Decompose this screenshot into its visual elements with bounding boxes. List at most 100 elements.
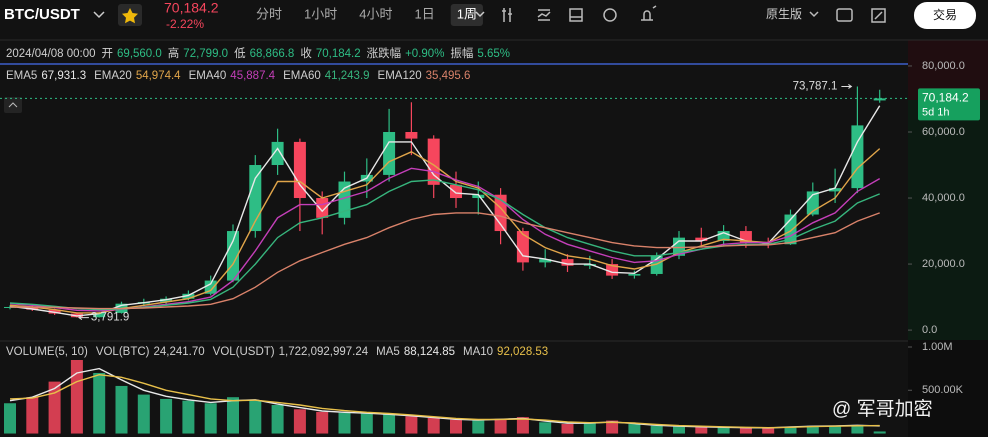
indicator-line <box>9 148 881 314</box>
symbol[interactable]: BTC/USDT <box>4 6 80 23</box>
interval-option[interactable]: 1日 <box>414 6 434 21</box>
candle-body <box>829 188 842 192</box>
watermark: @ 军哥加密 <box>832 398 933 420</box>
legend-name: MA5 <box>376 346 400 358</box>
info-value: 69,560.0 <box>117 48 162 60</box>
info-value: 72,799.0 <box>183 48 228 60</box>
y-tick-label: 40,000.0 <box>922 192 965 204</box>
candle-body <box>539 259 552 263</box>
volume-bar <box>628 424 641 434</box>
legend-name: EMA5 <box>6 70 37 82</box>
alert-icon[interactable] <box>641 5 657 21</box>
volume-bar <box>739 427 752 434</box>
info-value: +0.90% <box>405 48 444 60</box>
candle-body <box>249 165 262 232</box>
date: 2024/04/08 00:00 <box>6 48 96 60</box>
y-tick-label: 20,000.0 <box>922 258 965 270</box>
legend-name: EMA40 <box>189 70 227 82</box>
extreme-arrow <box>77 315 89 320</box>
interval-selected <box>450 4 483 26</box>
volume-bar <box>427 417 440 434</box>
legend-value: 45,887.4 <box>230 70 275 82</box>
volume-bar <box>494 418 507 434</box>
draw-icon[interactable] <box>569 8 583 22</box>
volume-bar <box>851 424 864 434</box>
candle-body <box>739 231 752 243</box>
volume-bar <box>695 427 708 434</box>
info-label: 开 <box>102 48 114 60</box>
y-tick-label: 60,000.0 <box>922 126 965 138</box>
candle-body <box>405 131 418 139</box>
interval-option[interactable]: 1周 <box>457 6 477 21</box>
legend-name: EMA120 <box>378 70 422 82</box>
legend-name: EMA20 <box>94 70 132 82</box>
legend-name: VOL(BTC) <box>96 346 150 358</box>
legend-value: 1,722,092,997.24 <box>279 346 369 358</box>
mode-dropdown[interactable] <box>809 11 819 18</box>
extreme-arrow <box>841 84 853 89</box>
interval-option[interactable]: 分时 <box>256 6 282 21</box>
trade-button[interactable] <box>914 2 976 29</box>
price-tag-countdown: 5d 1h <box>922 106 950 118</box>
candle-body <box>717 231 730 241</box>
info-label: 振幅 <box>450 46 473 60</box>
interval-dropdown[interactable] <box>475 11 485 18</box>
legend-value: 54,974.4 <box>136 70 181 82</box>
layout-icon[interactable] <box>836 8 853 22</box>
volume-bar <box>293 409 306 434</box>
volume-bar <box>806 425 819 434</box>
interval-option[interactable]: 1小时 <box>304 6 337 21</box>
candle-body <box>204 280 217 294</box>
volume-bar <box>360 413 373 434</box>
volume-bar <box>70 360 83 434</box>
volume-bar <box>405 416 418 434</box>
volume-bar <box>717 427 730 434</box>
info-label: 高 <box>168 46 180 60</box>
legend-value: 92,028.53 <box>497 346 548 358</box>
volume-legend: VOLUME(5, 10) VOL(BTC) 24,241.70 VOL(USDT) 1… <box>6 346 548 358</box>
y-tick-label: 0.0 <box>922 324 937 336</box>
volume-bar <box>650 425 663 434</box>
extreme-label: 73,787.1 <box>793 81 838 93</box>
volume-bar <box>316 411 329 434</box>
mode[interactable]: 原生版 <box>766 7 802 21</box>
volume-bar <box>450 419 462 434</box>
volume-bar <box>93 372 106 434</box>
volume-bar <box>48 381 61 434</box>
info-label: 低 <box>234 47 246 60</box>
volume-bar <box>160 398 173 434</box>
volume-bar <box>227 397 239 434</box>
info-label: 涨跌幅 <box>367 46 402 60</box>
candle-body <box>561 259 574 266</box>
legend-name: MA10 <box>463 346 493 358</box>
axis-tint-green <box>908 100 988 340</box>
price-tag <box>918 88 980 121</box>
volume-bar <box>4 403 16 434</box>
volume-bar <box>472 420 485 434</box>
volume-bar <box>539 422 552 434</box>
candle-body <box>516 231 529 263</box>
candle-type-icon[interactable] <box>502 8 512 22</box>
fullscreen-icon[interactable] <box>871 8 886 23</box>
settings-icon[interactable] <box>603 8 617 22</box>
indicator-line <box>9 105 881 317</box>
symbol-dropdown[interactable] <box>93 11 105 19</box>
legend-value: 67,931.3 <box>41 70 86 82</box>
candle-body <box>383 131 396 175</box>
volume-bar <box>873 431 886 434</box>
volume-bar <box>182 400 195 434</box>
volume-bar <box>115 385 128 434</box>
legend-title: VOLUME(5, 10) <box>6 346 88 358</box>
volume-bar <box>784 426 797 434</box>
collapse-button[interactable] <box>4 97 22 113</box>
volume-bar <box>762 428 775 434</box>
legend-name: EMA60 <box>283 70 321 82</box>
ohlc-row: 2024/04/08 00:00 开 69,560.0 高 72,799.0 低 68,86… <box>6 46 510 60</box>
interval-option[interactable]: 4小时 <box>359 6 392 21</box>
volume-bar <box>26 397 39 434</box>
volume-bar <box>249 400 262 434</box>
y-tick-label: 1.00M <box>922 341 953 353</box>
indicator-icon[interactable] <box>537 9 551 21</box>
indicator-line <box>10 212 880 310</box>
candle-body <box>695 237 708 241</box>
